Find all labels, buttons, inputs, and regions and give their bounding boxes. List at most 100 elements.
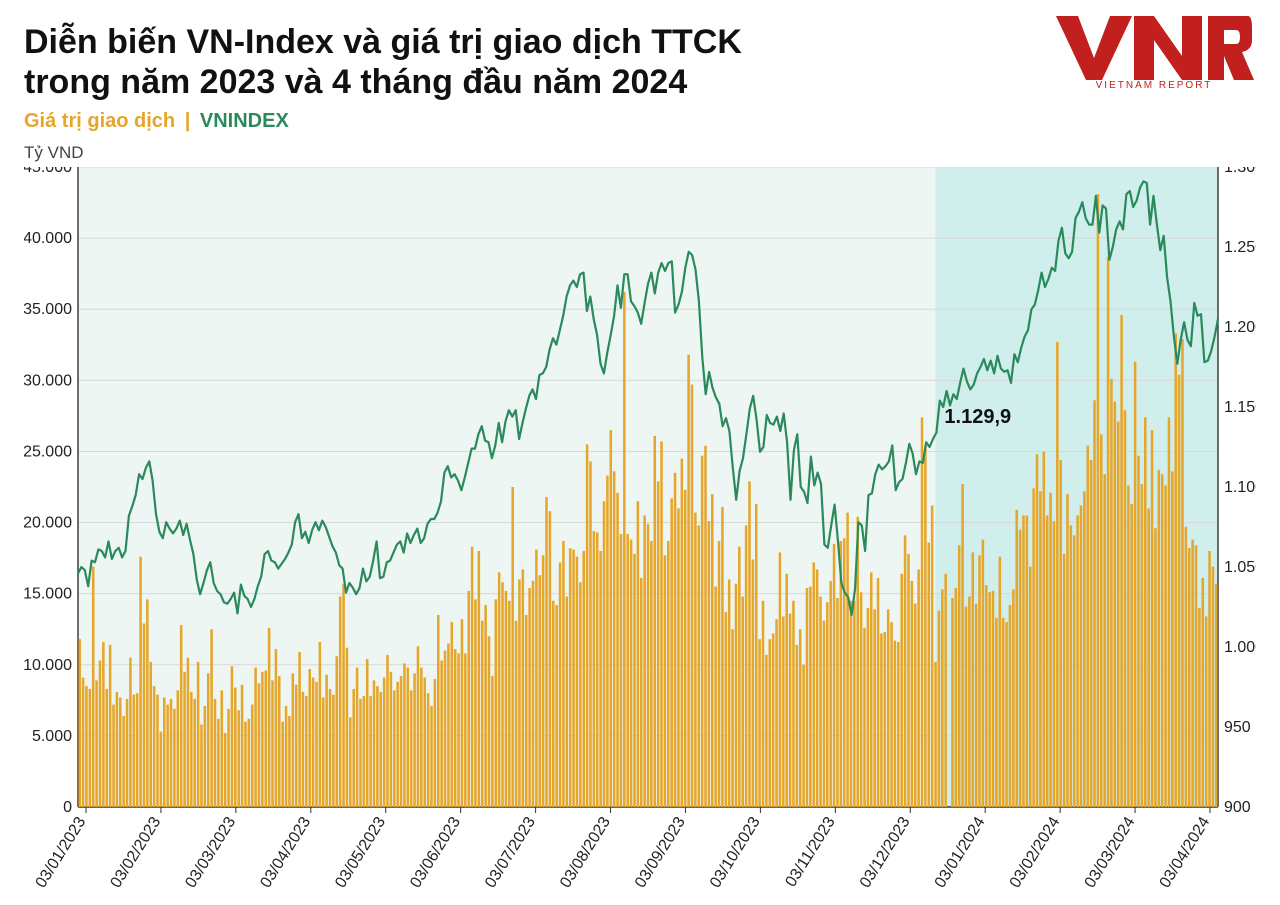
bar [92,567,95,807]
y-left-tick: 30.000 [24,373,72,390]
chart: 05.00010.00015.00020.00025.00030.00035.0… [24,167,1256,897]
bar [779,553,782,808]
bar [133,695,136,807]
bar [1009,605,1012,807]
bar [681,459,684,807]
bar [890,622,893,807]
bar [528,588,531,807]
bar [555,605,558,807]
bar [325,675,328,807]
bar [254,668,257,807]
bar [146,600,149,808]
bar [1164,486,1167,807]
bar [1056,342,1059,807]
bar [437,615,440,807]
bar [312,678,315,807]
bar [569,548,572,807]
x-tick: 03/07/2023 [482,814,539,891]
bar [884,632,887,807]
bar [572,550,575,807]
bar [1174,334,1177,808]
bar [968,597,971,807]
chart-title: Diễn biến VN-Index và giá trị giao dịch … [24,22,924,102]
bar [1188,548,1191,807]
bar [606,476,609,807]
bar [1083,491,1086,807]
bar [643,516,646,808]
bar [965,607,968,808]
bar [735,584,738,807]
bar [596,533,599,807]
bar [782,617,785,808]
bar [704,446,707,807]
x-tick: 03/04/2023 [257,814,314,891]
bar [995,618,998,807]
bar [792,601,795,807]
bar [677,509,680,808]
bar [501,583,504,808]
bar [336,656,339,807]
bar [457,654,460,808]
bar [187,658,190,807]
bar [799,629,802,807]
bar [978,555,981,807]
bar [511,487,514,807]
bar [999,557,1002,807]
bar [1070,526,1073,808]
bar [1181,339,1184,807]
x-tick: 03/11/2023 [783,814,839,890]
bar [721,507,724,807]
x-tick: 03/04/2024 [1157,814,1214,891]
bar [579,583,582,808]
bar [1103,474,1106,807]
bar [1080,506,1083,808]
y-right-tick: 900 [1224,799,1251,816]
bar [190,692,193,807]
legend-series-1: Giá trị giao dịch [24,110,175,132]
bar [471,547,474,807]
bar [725,612,728,807]
bar [562,541,565,807]
bar [126,699,129,807]
bar [542,555,545,807]
bar [109,645,112,807]
bar [863,628,866,807]
bar [1110,379,1113,807]
bar [1202,578,1205,807]
bar [376,686,379,807]
bar [447,644,450,808]
bar [522,570,525,808]
bar [731,629,734,807]
bar [349,718,352,808]
bar [275,649,278,807]
bar [295,685,298,807]
bar [938,611,941,807]
bar [481,621,484,807]
bar [535,550,538,807]
bar [728,580,731,808]
bar [955,588,958,807]
bar [268,628,271,807]
bar [1114,402,1117,807]
bar [183,672,186,807]
bar [1002,618,1005,807]
bar [352,689,355,807]
bar [386,655,389,807]
bar [430,706,433,807]
x-tick: 03/03/2023 [182,814,239,891]
bar [741,597,744,807]
bar [904,536,907,808]
bar [914,604,917,807]
bar [322,698,325,808]
bar [1154,528,1157,807]
bar [413,674,416,808]
bar [623,292,626,807]
bar [420,668,423,807]
bar [951,598,954,807]
bar [1026,516,1029,808]
bar [1036,455,1039,808]
bar [593,531,596,807]
bar [867,608,870,807]
bar [99,661,102,807]
bar [637,501,640,807]
